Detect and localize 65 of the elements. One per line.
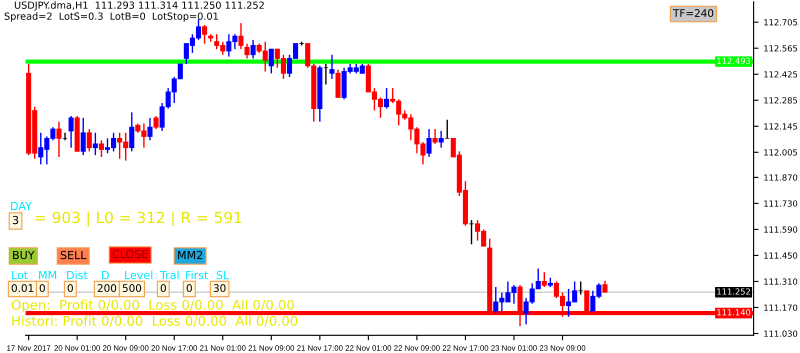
candlestick: [129, 112, 134, 152]
y-tick-label: 112.705: [764, 19, 798, 26]
annotation: Open: Profit 0/0.00 Loss 0/0.00 All 0/0.00: [12, 300, 294, 312]
annotation: D: [102, 270, 109, 280]
annotation: SELL: [60, 250, 86, 260]
ref-line-label: 111.252: [717, 288, 750, 295]
candlestick: [202, 24, 208, 44]
y-tick-label: 111.870: [764, 174, 798, 181]
annotation: 0: [160, 284, 166, 292]
annotation: MM2: [178, 250, 202, 260]
text: 3: [12, 216, 18, 224]
annotation: Tral: [160, 270, 179, 280]
candlestick: [244, 42, 250, 60]
y-tick-label: 112.285: [764, 97, 798, 104]
y-tick-label: 111.730: [764, 200, 798, 207]
candlestick: [56, 120, 62, 158]
candlestick: [92, 132, 98, 156]
y-tick-label: 112.145: [764, 123, 798, 130]
annotation: MM: [39, 270, 56, 280]
annotation: 200: [98, 284, 116, 292]
annotation: TF=240: [672, 9, 714, 18]
annotation: 0.01: [12, 284, 34, 292]
y-tick-label: 111.030: [764, 330, 798, 337]
annotation: BUY: [13, 250, 35, 260]
candlestick: [86, 128, 92, 152]
annotation: 30: [214, 284, 226, 292]
annotation: DAY: [11, 202, 32, 210]
annotation: 0: [186, 284, 192, 292]
candlestick: [80, 117, 86, 156]
candlestick: [329, 54, 335, 80]
candlestick: [432, 128, 438, 145]
annotation: Histori: Profit 0/0.00 Loss 0/0.00 All 0/0.00: [12, 316, 298, 327]
annotation: Lot: [12, 270, 28, 280]
chart-title: USDJPY.dma,H1 111.293 111.314 111.250 111.252: [14, 1, 264, 11]
candlestick: [548, 277, 553, 288]
annotation: Spread=2 LotS=0.3 LotB=0 LotStop=0.01: [4, 12, 218, 22]
candlestick: [153, 115, 159, 130]
annotation: Dist: [67, 270, 88, 280]
candlestick: [98, 140, 104, 158]
annotation: 0: [68, 284, 73, 292]
candlestick: [542, 271, 547, 288]
annotation: 0: [40, 284, 45, 292]
annotation: CLOSE: [112, 250, 148, 258]
ref-line-label: 111.140: [717, 309, 750, 316]
candlestick: [426, 128, 432, 158]
y-tick-label: 111.590: [764, 226, 798, 233]
annotation: Level: [125, 270, 152, 280]
y-tick-label: 112.565: [764, 45, 798, 52]
candlestick: [438, 130, 444, 148]
y-tick-label: 112.005: [764, 149, 798, 156]
candlestick: [68, 115, 74, 148]
annotation: SL: [216, 270, 230, 280]
annotation: First: [186, 270, 208, 280]
candlestick: [250, 39, 256, 60]
annotation: 500: [122, 284, 142, 292]
candlestick: [238, 22, 244, 50]
candlestick: [268, 48, 274, 74]
y-tick-label: 111.170: [764, 304, 798, 311]
y-tick-label: 112.425: [764, 71, 798, 78]
annotation: = 903 | L0 = 312 | R = 591: [36, 211, 242, 227]
ref-line-label: 112.493: [717, 58, 750, 64]
y-tick-label: 111.450: [764, 252, 798, 259]
candlestick: [147, 117, 153, 141]
candlestick: [384, 87, 390, 110]
y-tick-label: 111.310: [764, 278, 798, 285]
